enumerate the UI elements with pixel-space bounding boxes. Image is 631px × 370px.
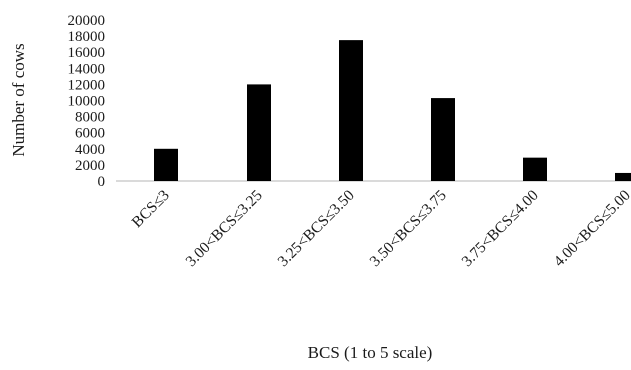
x-category-label: 3.25<BCS≤3.50 (275, 187, 358, 270)
y-tick-label: 0 (98, 174, 106, 190)
bar (431, 98, 455, 181)
y-tick-label: 4000 (75, 142, 105, 158)
y-tick-label: 10000 (68, 94, 106, 110)
x-axis-category-labels: BCS≤3 3.00<BCS≤3.25 3.25<BCS≤3.50 3.50<BCS≤… (129, 187, 631, 270)
bars-group (154, 40, 631, 181)
y-tick-label: 8000 (75, 110, 105, 126)
bar (247, 84, 271, 181)
y-tick-label: 18000 (68, 29, 106, 45)
bar (339, 40, 363, 181)
x-category-label: 4.00<BCS≤5.00 (551, 187, 631, 270)
bar (615, 172, 631, 181)
y-tick-label: 14000 (68, 61, 106, 77)
bar (523, 157, 547, 181)
x-axis-title: BCS (1 to 5 scale) (308, 343, 433, 362)
y-tick-label: 16000 (68, 45, 106, 61)
y-tick-label: 20000 (68, 13, 106, 29)
x-category-label: 3.75<BCS≤4.00 (459, 187, 542, 270)
x-category-label: 3.50<BCS≤3.75 (367, 187, 450, 270)
y-axis-ticks: 0200040006000800010000120001400016000180… (68, 13, 106, 190)
y-tick-label: 2000 (75, 158, 105, 174)
y-axis-title: Number of cows (9, 43, 28, 156)
y-tick-label: 6000 (75, 126, 105, 142)
bar (154, 148, 178, 181)
y-tick-label: 12000 (68, 77, 106, 93)
x-category-label: BCS≤3 (129, 187, 173, 231)
x-category-label: 3.00<BCS≤3.25 (183, 187, 266, 270)
